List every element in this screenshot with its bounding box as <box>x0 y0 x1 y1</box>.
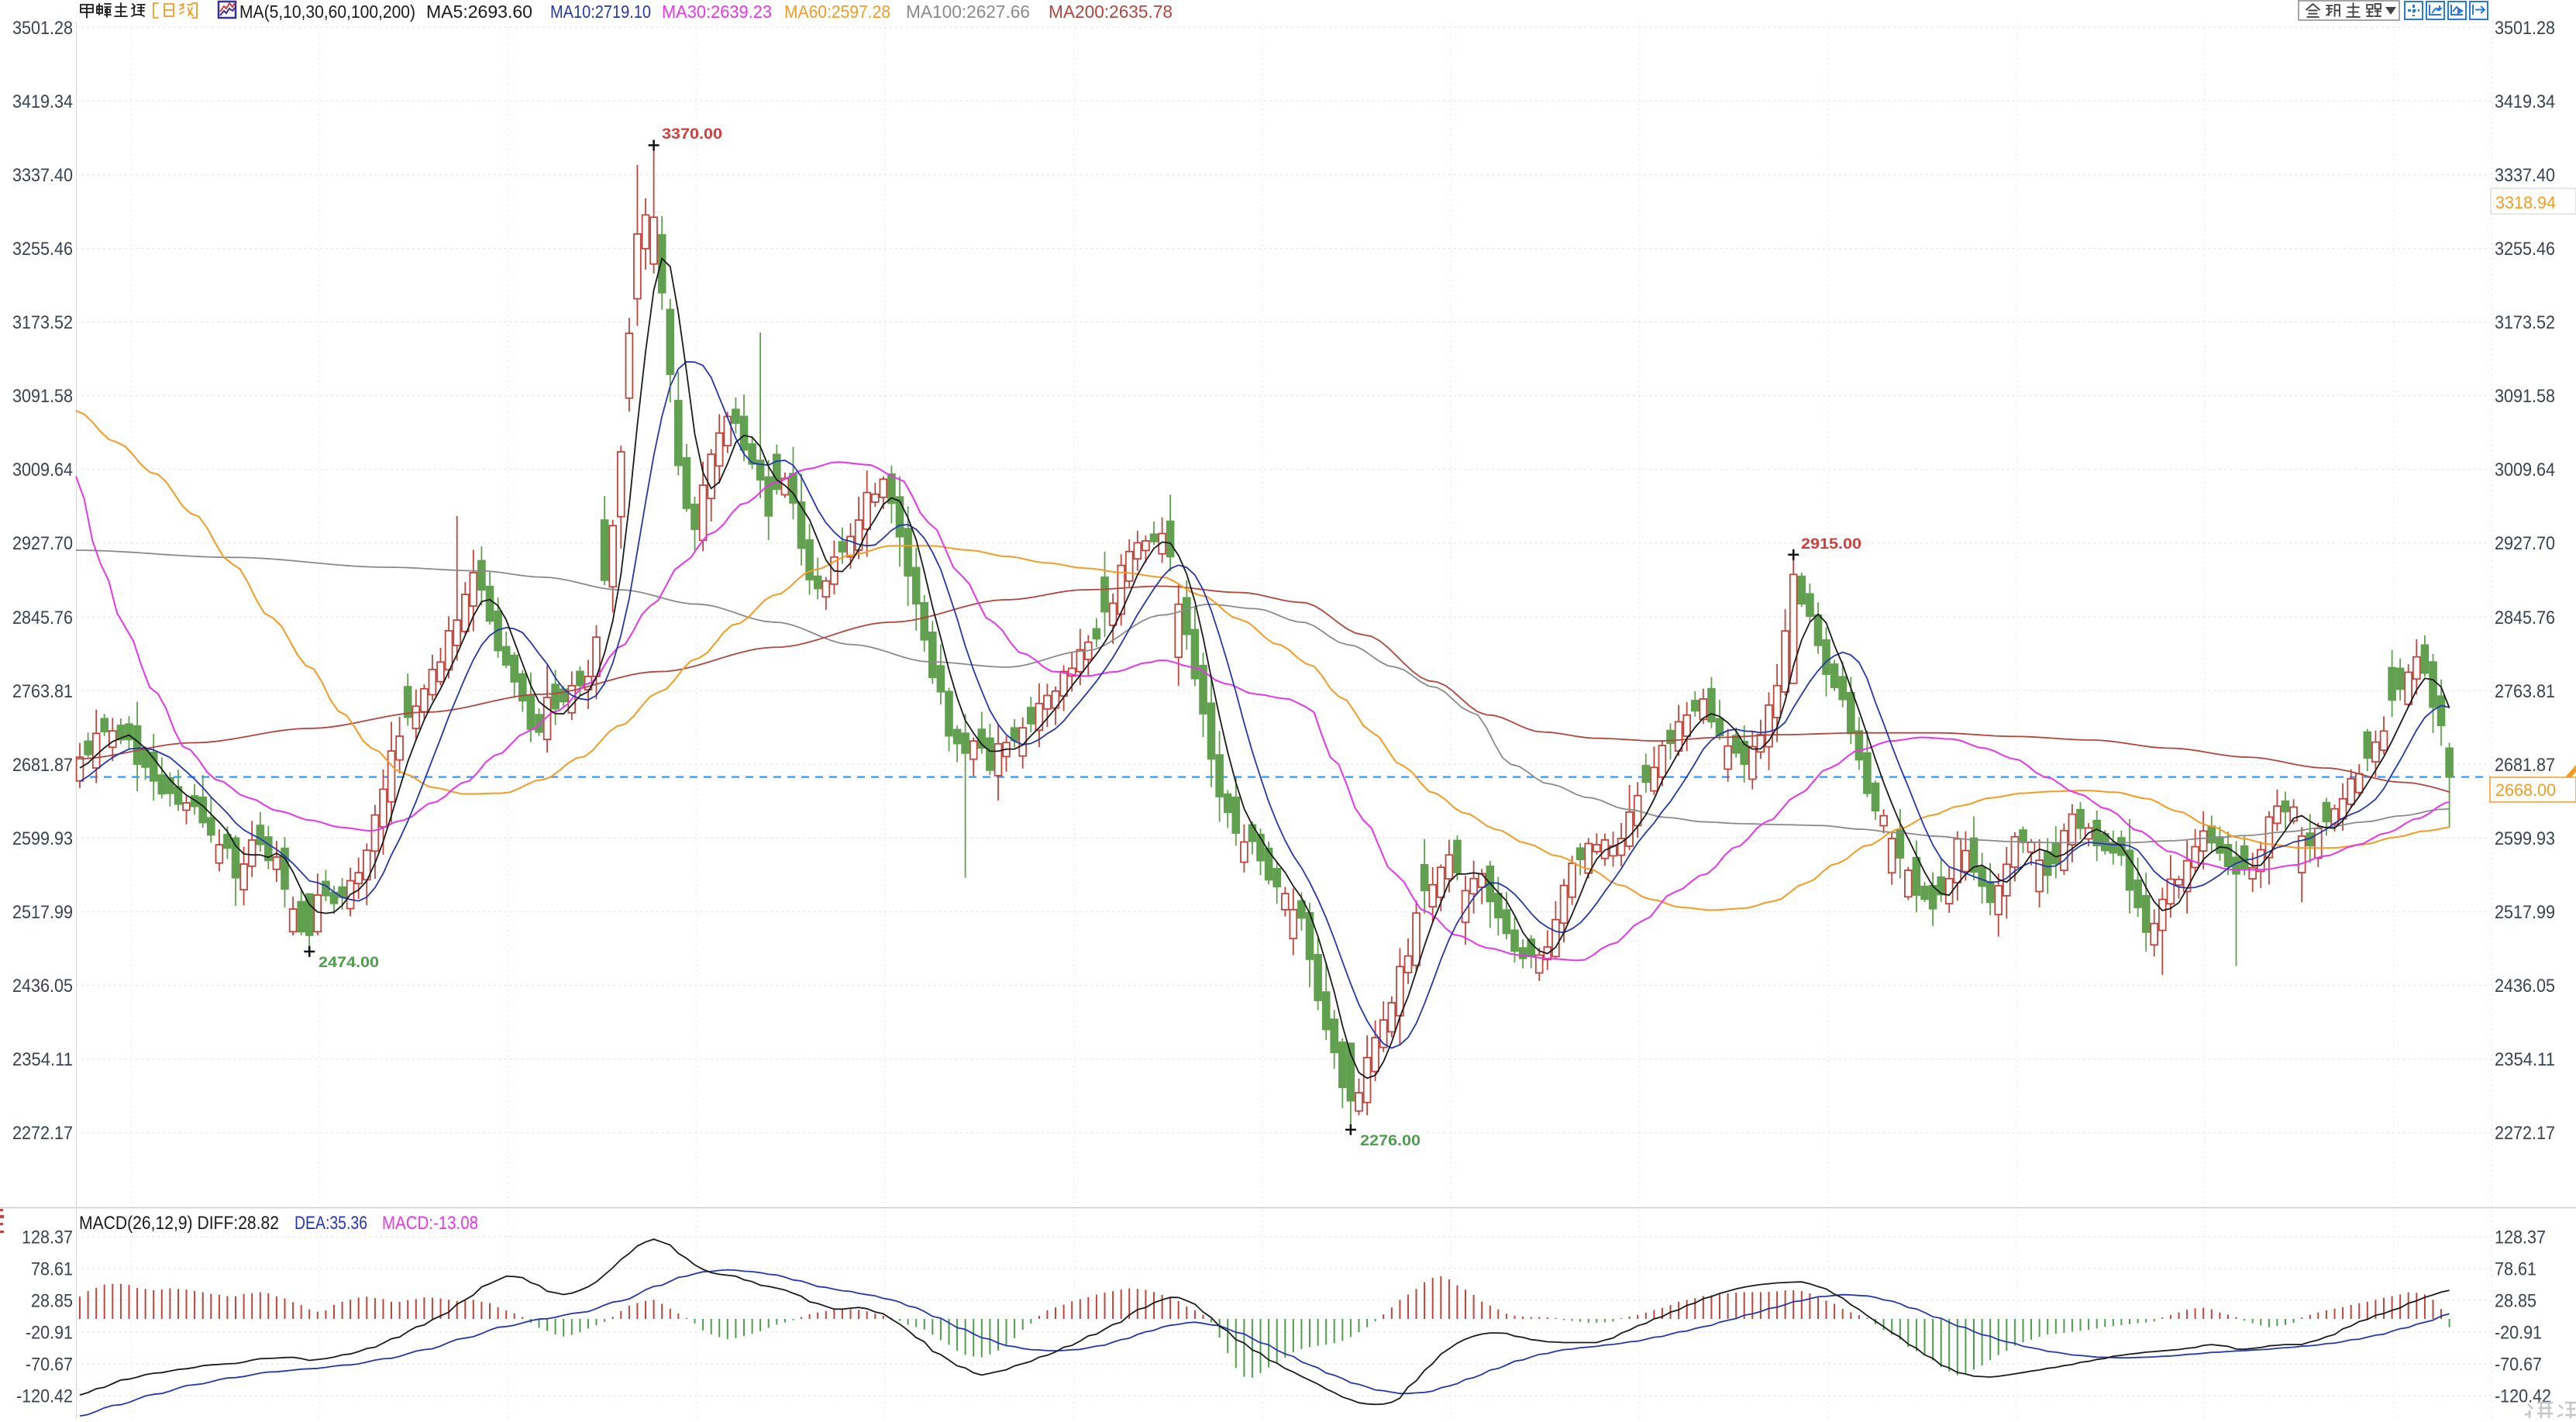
svg-text:28.85: 28.85 <box>2495 1291 2536 1312</box>
svg-text:2927.70: 2927.70 <box>2495 533 2555 554</box>
svg-text:2599.93: 2599.93 <box>12 828 73 849</box>
svg-text:2517.99: 2517.99 <box>12 902 73 923</box>
svg-text:-120.42: -120.42 <box>16 1386 73 1407</box>
svg-text:MA5:2693.60: MA5:2693.60 <box>426 2 532 22</box>
svg-text:3091.58: 3091.58 <box>2495 386 2555 407</box>
svg-text:3370.00: 3370.00 <box>662 126 722 143</box>
svg-text:-70.67: -70.67 <box>26 1355 73 1376</box>
svg-text:3337.40: 3337.40 <box>12 165 73 186</box>
svg-text:2927.70: 2927.70 <box>12 533 73 554</box>
svg-text:2763.81: 2763.81 <box>2495 681 2555 702</box>
svg-text:128.37: 128.37 <box>2495 1227 2546 1248</box>
svg-text:MACD:-13.08: MACD:-13.08 <box>382 1213 478 1234</box>
svg-text:2276.00: 2276.00 <box>1360 1133 1421 1149</box>
svg-text:MA100:2627.66: MA100:2627.66 <box>906 2 1030 22</box>
svg-text:3318.94: 3318.94 <box>2495 193 2556 212</box>
svg-text:2599.93: 2599.93 <box>2495 828 2555 849</box>
svg-text:2436.05: 2436.05 <box>12 976 73 997</box>
svg-text:2845.76: 2845.76 <box>12 608 73 628</box>
svg-text:2915.00: 2915.00 <box>1801 536 1861 553</box>
svg-text:MA200:2635.78: MA200:2635.78 <box>1049 2 1173 22</box>
svg-text:3091.58: 3091.58 <box>12 386 73 407</box>
svg-text:MACD(26,12,9) DIFF:28.82: MACD(26,12,9) DIFF:28.82 <box>79 1213 279 1234</box>
svg-text:2681.87: 2681.87 <box>12 755 73 776</box>
svg-text:78.61: 78.61 <box>31 1259 73 1280</box>
svg-text:3501.28: 3501.28 <box>2495 18 2555 39</box>
svg-text:2668.00: 2668.00 <box>2495 780 2556 800</box>
svg-text:2272.17: 2272.17 <box>12 1123 73 1144</box>
svg-text:MA(5,10,30,60,100,200): MA(5,10,30,60,100,200) <box>239 2 415 22</box>
svg-text:3419.34: 3419.34 <box>12 91 73 112</box>
svg-text:2436.05: 2436.05 <box>2495 976 2555 997</box>
svg-text:28.85: 28.85 <box>31 1291 73 1312</box>
svg-text:-120.42: -120.42 <box>2495 1386 2551 1407</box>
svg-text:MA60:2597.28: MA60:2597.28 <box>784 2 890 22</box>
svg-text:2272.17: 2272.17 <box>2495 1123 2555 1144</box>
svg-text:3501.28: 3501.28 <box>12 18 73 39</box>
svg-text:3419.34: 3419.34 <box>2495 91 2555 112</box>
svg-text:128.37: 128.37 <box>22 1227 73 1248</box>
svg-text:3337.40: 3337.40 <box>2495 165 2555 186</box>
svg-text:3009.64: 3009.64 <box>12 460 73 480</box>
svg-text:-70.67: -70.67 <box>2495 1355 2542 1376</box>
svg-text:MA30:2639.23: MA30:2639.23 <box>662 2 772 22</box>
svg-text:3173.52: 3173.52 <box>2495 312 2555 333</box>
svg-text:DEA:35.36: DEA:35.36 <box>294 1213 367 1234</box>
svg-text:2763.81: 2763.81 <box>12 681 73 702</box>
svg-text:3255.46: 3255.46 <box>2495 239 2555 260</box>
svg-text:MA10:2719.10: MA10:2719.10 <box>550 2 651 22</box>
svg-text:3255.46: 3255.46 <box>12 239 73 260</box>
svg-text:2845.76: 2845.76 <box>2495 608 2555 628</box>
svg-text:3009.64: 3009.64 <box>2495 460 2555 480</box>
svg-text:-20.91: -20.91 <box>26 1323 73 1344</box>
svg-text:78.61: 78.61 <box>2495 1259 2536 1280</box>
svg-text:2474.00: 2474.00 <box>319 955 379 971</box>
svg-text:3173.52: 3173.52 <box>12 312 73 333</box>
svg-text:-20.91: -20.91 <box>2495 1323 2542 1344</box>
svg-text:2354.11: 2354.11 <box>12 1049 73 1070</box>
svg-text:2681.87: 2681.87 <box>2495 755 2555 776</box>
svg-text:2517.99: 2517.99 <box>2495 902 2555 923</box>
svg-text:2354.11: 2354.11 <box>2495 1049 2555 1070</box>
